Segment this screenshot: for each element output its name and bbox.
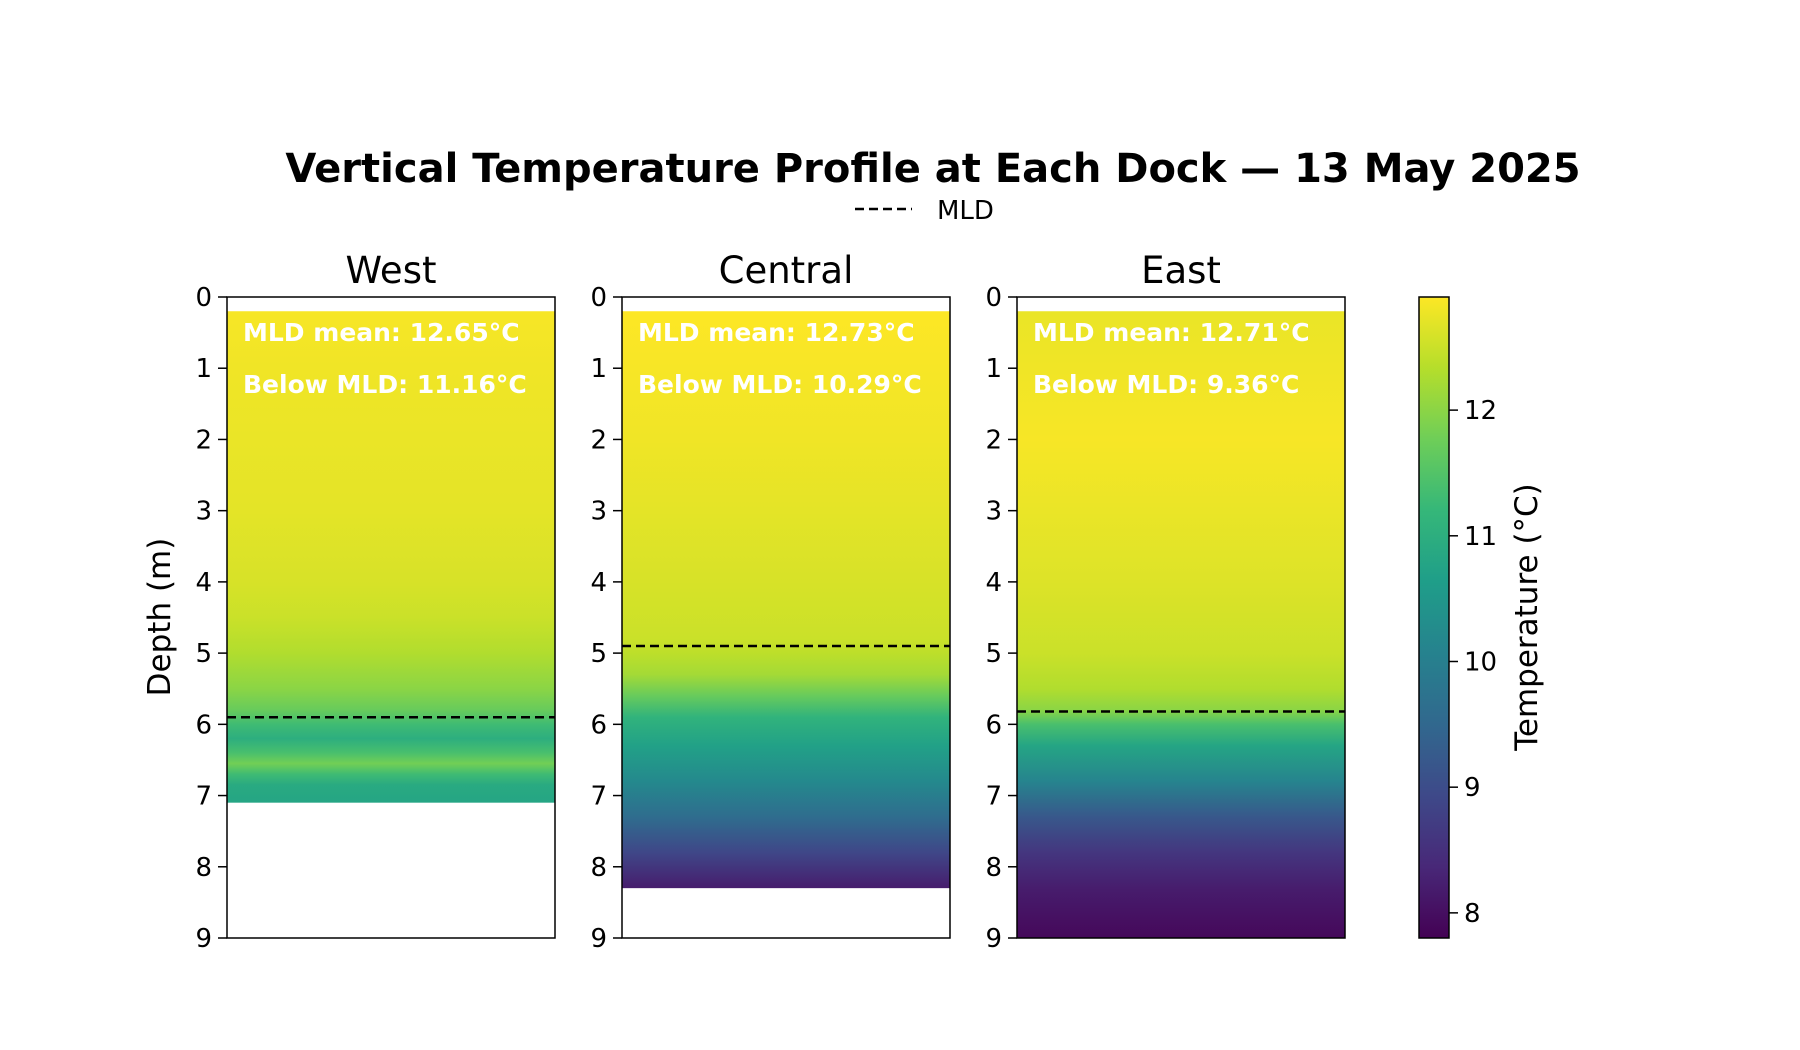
temperature-profile-west [227, 311, 555, 803]
colorbar-tick-label: 10 [1464, 647, 1497, 677]
y-tick-label: 8 [195, 853, 212, 883]
y-tick-label: 7 [195, 782, 212, 812]
y-tick-label: 9 [590, 924, 607, 954]
panel-title-west: West [346, 249, 437, 292]
panel-east: East 0 1 2 3 4 5 6 7 8 9 MLD mean: 12.71°C Below MLD… [985, 249, 1346, 954]
y-tick-label: 8 [590, 853, 607, 883]
panel-frame [1016, 296, 1346, 939]
y-tick-label: 5 [985, 639, 1002, 669]
temperature-profile-east [1017, 311, 1345, 938]
y-tick-label: 4 [985, 568, 1002, 598]
legend-mld-label: MLD [937, 196, 994, 226]
y-tick-label: 2 [590, 425, 607, 455]
colorbar-gradient [1419, 297, 1449, 938]
y-tick-label: 2 [985, 425, 1002, 455]
y-tick-label: 7 [985, 782, 1002, 812]
panel-west: West 0 1 2 3 4 5 6 7 8 9 MLD mean: 12.65°C Below MLD… [195, 249, 556, 954]
colorbar-frame [1418, 296, 1450, 939]
y-tick-label: 0 [590, 283, 607, 313]
panel-title-central: Central [719, 249, 854, 292]
annotation-mld-mean: MLD mean: 12.73°C [638, 318, 915, 347]
annotation-below-mld: Below MLD: 11.16°C [243, 370, 527, 399]
panel-frame [226, 296, 556, 939]
colorbar: 8 9 10 11 12 Temperature (°C) [1418, 296, 1545, 939]
colorbar-tick-label: 12 [1464, 396, 1497, 426]
y-tick-label: 6 [590, 710, 607, 740]
y-tick-label: 2 [195, 425, 212, 455]
panels: West 0 1 2 3 4 5 6 7 8 9 MLD mean: 12.65°C Below MLD… [195, 249, 1346, 954]
annotation-below-mld: Below MLD: 9.36°C [1033, 370, 1299, 399]
annotation-mld-mean: MLD mean: 12.71°C [1033, 318, 1310, 347]
temperature-profile-central [622, 311, 950, 889]
y-tick-label: 1 [590, 354, 607, 384]
y-axis-label: Depth (m) [142, 538, 178, 697]
y-tick-label: 5 [590, 639, 607, 669]
panel-title-east: East [1141, 249, 1221, 292]
y-tick-label: 6 [985, 710, 1002, 740]
y-tick-label: 1 [195, 354, 212, 384]
chart-title: Vertical Temperature Profile at Each Doc… [285, 146, 1580, 192]
y-tick-label: 3 [590, 497, 607, 527]
y-tick-label: 5 [195, 639, 212, 669]
legend: MLD [855, 196, 994, 226]
y-tick-label: 3 [985, 497, 1002, 527]
y-tick-label: 1 [985, 354, 1002, 384]
y-tick-label: 9 [985, 924, 1002, 954]
colorbar-tick-label: 11 [1464, 522, 1497, 552]
y-tick-label: 0 [195, 283, 212, 313]
annotation-below-mld: Below MLD: 10.29°C [638, 370, 922, 399]
y-tick-label: 7 [590, 782, 607, 812]
colorbar-tick-label: 9 [1464, 773, 1481, 803]
y-tick-label: 3 [195, 497, 212, 527]
annotation-mld-mean: MLD mean: 12.65°C [243, 318, 520, 347]
panel-central: Central 0 1 2 3 4 5 6 7 8 9 MLD mean: 12.73°C Below … [590, 249, 951, 954]
y-tick-label: 9 [195, 924, 212, 954]
y-tick-label: 0 [985, 283, 1002, 313]
y-tick-label: 6 [195, 710, 212, 740]
y-tick-label: 4 [590, 568, 607, 598]
colorbar-tick-label: 8 [1464, 899, 1481, 929]
colorbar-label: Temperature (°C) [1509, 483, 1545, 752]
panel-frame [621, 296, 951, 939]
y-tick-label: 4 [195, 568, 212, 598]
y-tick-label: 8 [985, 853, 1002, 883]
